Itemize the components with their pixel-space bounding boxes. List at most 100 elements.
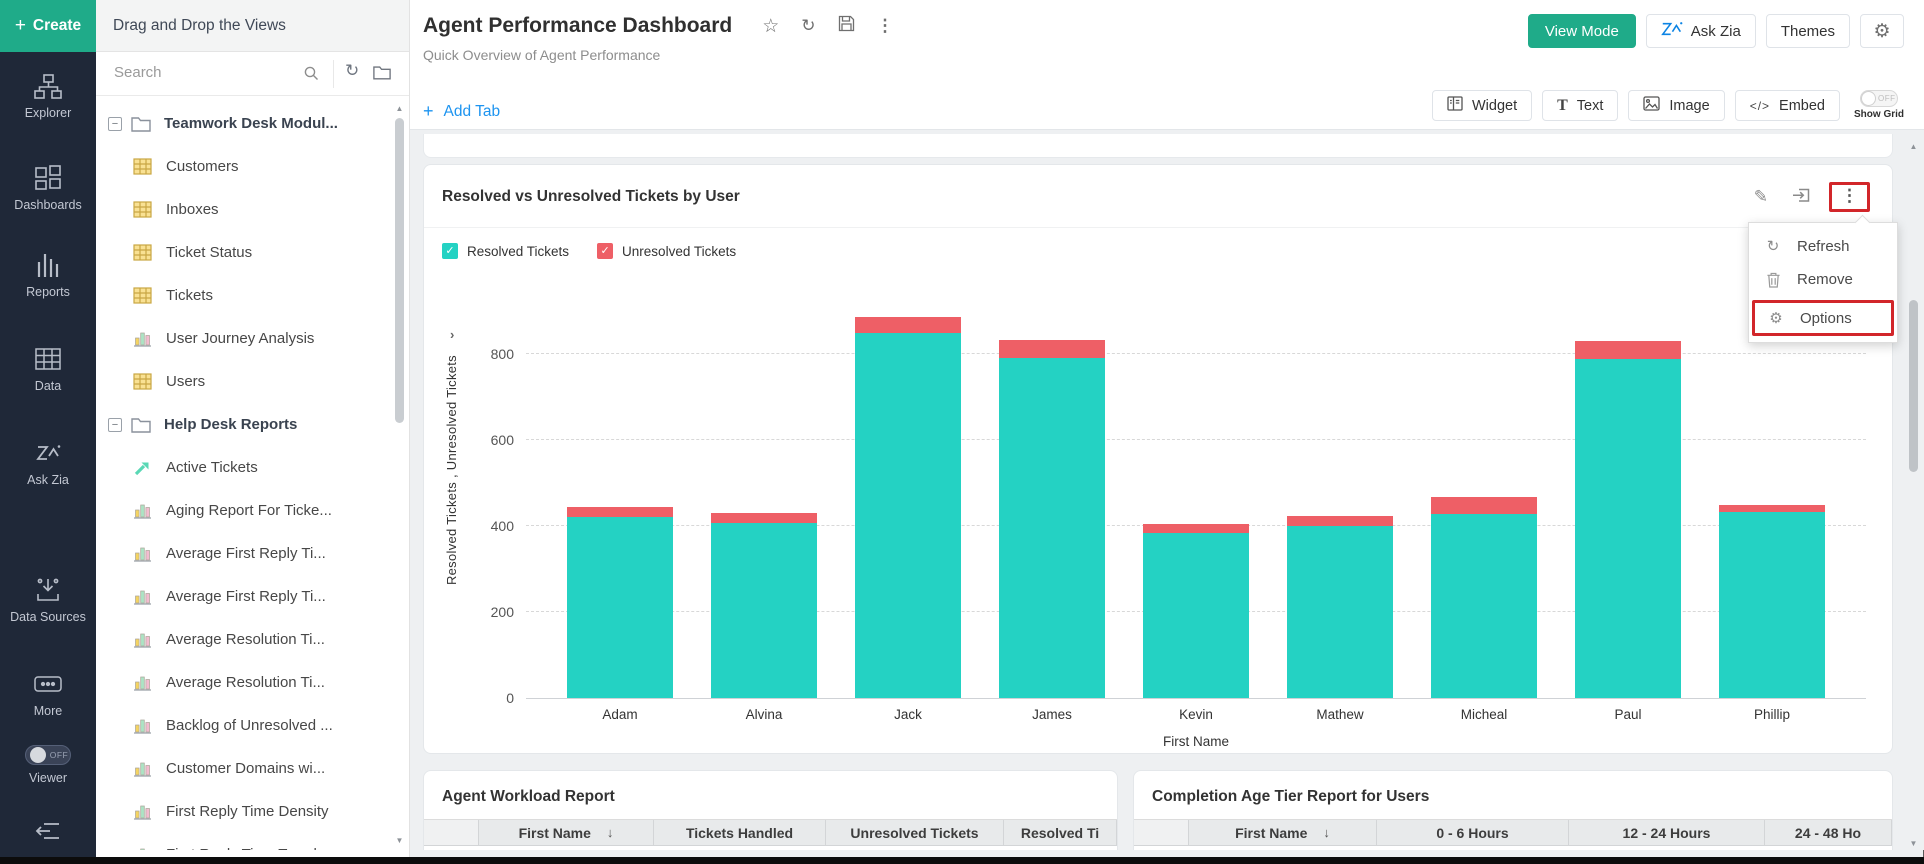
view-mode-button[interactable]: View Mode (1528, 14, 1636, 48)
search-input[interactable]: Search (114, 64, 162, 81)
tree-item-ticket-status[interactable]: Ticket Status (96, 231, 393, 274)
column-header-resolved-ti[interactable]: Resolved Ti (1004, 820, 1117, 845)
edit-pencil-icon[interactable]: ✎ (1754, 187, 1768, 207)
views-tree-scrollbar[interactable]: ▲ ▼ (393, 104, 406, 845)
resolved-segment[interactable] (999, 358, 1106, 698)
column-header-24-48-ho[interactable]: 24 - 48 Ho (1765, 820, 1892, 845)
resolved-segment[interactable] (1719, 512, 1826, 698)
unresolved-segment[interactable] (855, 317, 962, 333)
legend-item-resolved-tickets[interactable]: ✓Resolved Tickets (442, 243, 569, 259)
bar-kevin[interactable] (1143, 524, 1250, 698)
sidebar-item-reports[interactable]: Reports (26, 251, 70, 301)
embed-button[interactable]: </> Embed (1735, 90, 1840, 121)
tree-item-average-resolution-ti[interactable]: Average Resolution Ti... (96, 661, 393, 704)
tree-item-inboxes[interactable]: Inboxes (96, 188, 393, 231)
resolved-segment[interactable] (1287, 526, 1394, 698)
tree-item-tickets[interactable]: Tickets (96, 274, 393, 317)
bar-phillip[interactable] (1719, 505, 1826, 698)
scroll-down-icon[interactable]: ▼ (393, 836, 406, 845)
scroll-up-icon[interactable]: ▲ (393, 104, 406, 113)
image-button[interactable]: Image (1628, 90, 1724, 121)
folder-icon[interactable] (373, 65, 391, 85)
themes-button[interactable]: Themes (1766, 14, 1850, 48)
bar-james[interactable] (999, 340, 1106, 698)
export-widget-icon[interactable] (1792, 186, 1811, 209)
create-button[interactable]: + Create (0, 0, 96, 52)
tree-item-active-tickets[interactable]: Active Tickets (96, 446, 393, 489)
bar-adam[interactable] (567, 507, 674, 698)
scroll-down-icon[interactable]: ▼ (1907, 839, 1920, 848)
column-header-tickets-handled[interactable]: Tickets Handled (654, 820, 826, 845)
collapse-expander-icon[interactable]: − (108, 117, 122, 131)
tree-item-users[interactable]: Users (96, 360, 393, 403)
text-button[interactable]: T Text (1542, 90, 1618, 121)
show-grid-toggle[interactable]: OFF Show Grid (1854, 90, 1904, 120)
collapse-expander-icon[interactable]: − (108, 418, 122, 432)
tree-folder-help-desk-reports[interactable]: −Help Desk Reports (96, 403, 393, 446)
tree-item-customers[interactable]: Customers (96, 145, 393, 188)
column-header-0-6-hours[interactable]: 0 - 6 Hours (1377, 820, 1569, 845)
add-tab-button[interactable]: + Add Tab (423, 101, 500, 122)
widget-kebab-icon[interactable]: ⋮ (1841, 186, 1858, 205)
column-header-unresolved-tickets[interactable]: Unresolved Tickets (826, 820, 1004, 845)
menu-item-options[interactable]: ⚙Options (1752, 300, 1894, 336)
resolved-segment[interactable] (567, 517, 674, 698)
scroll-up-icon[interactable]: ▲ (1907, 142, 1920, 151)
tree-item-average-resolution-ti[interactable]: Average Resolution Ti... (96, 618, 393, 661)
legend-checkbox-icon[interactable]: ✓ (597, 243, 613, 259)
unresolved-segment[interactable] (1719, 505, 1826, 512)
bar-jack[interactable] (855, 317, 962, 698)
column-header-12-24-hours[interactable]: 12 - 24 Hours (1569, 820, 1765, 845)
widget-button[interactable]: Widget (1432, 90, 1532, 121)
sort-descending-icon[interactable]: ↓ (607, 825, 614, 840)
tree-folder-teamwork-desk-modul[interactable]: −Teamwork Desk Modul... (96, 102, 393, 145)
resolved-segment[interactable] (1431, 514, 1538, 698)
tree-item-average-first-reply-ti[interactable]: Average First Reply Ti... (96, 532, 393, 575)
unresolved-segment[interactable] (567, 507, 674, 518)
bar-alvina[interactable] (711, 513, 818, 698)
unresolved-segment[interactable] (1287, 516, 1394, 526)
tree-item-first-reply-time-density[interactable]: First Reply Time Density (96, 790, 393, 833)
scrollbar-thumb[interactable] (1909, 300, 1918, 472)
sort-descending-icon[interactable]: ↓ (1323, 825, 1330, 840)
bar-micheal[interactable] (1431, 497, 1538, 698)
sidebar-item-data-sources[interactable]: Data Sources (10, 576, 86, 626)
menu-item-refresh[interactable]: ↻Refresh (1749, 229, 1897, 263)
unresolved-segment[interactable] (1575, 341, 1682, 359)
unresolved-segment[interactable] (1143, 524, 1250, 533)
sidebar-item-explorer[interactable]: Explorer (25, 72, 72, 122)
settings-gear-button[interactable]: ⚙ (1860, 14, 1904, 48)
resolved-segment[interactable] (1143, 533, 1250, 698)
bar-mathew[interactable] (1287, 516, 1394, 698)
resolved-segment[interactable] (711, 523, 818, 698)
column-header-first-name[interactable]: First Name↓ (1189, 820, 1377, 845)
main-scrollbar[interactable]: ▲ ▼ (1906, 142, 1921, 848)
unresolved-segment[interactable] (711, 513, 818, 524)
refresh-icon[interactable]: ↻ (801, 16, 815, 36)
favorite-star-icon[interactable]: ☆ (762, 15, 779, 38)
unresolved-segment[interactable] (999, 340, 1106, 358)
save-icon[interactable] (838, 15, 855, 37)
tree-item-backlog-of-unresolved[interactable]: Backlog of Unresolved ... (96, 704, 393, 747)
bar-paul[interactable] (1575, 341, 1682, 698)
resolved-segment[interactable] (855, 333, 962, 698)
column-header-first-name[interactable]: First Name↓ (479, 820, 654, 845)
resolved-segment[interactable] (1575, 359, 1682, 698)
row-stub-column[interactable] (424, 820, 479, 845)
sidebar-collapse-button[interactable] (35, 817, 61, 845)
menu-item-remove[interactable]: Remove (1749, 263, 1897, 296)
refresh-views-icon[interactable]: ↻ (345, 61, 359, 81)
scrollbar-thumb[interactable] (395, 118, 404, 423)
sidebar-item-viewer[interactable]: OFFViewer (25, 745, 71, 787)
unresolved-segment[interactable] (1431, 497, 1538, 513)
sidebar-item-data[interactable]: Data (35, 345, 61, 395)
axis-collapse-chevron-icon[interactable]: › (450, 327, 454, 342)
sidebar-item-ask-zia[interactable]: Ask Zia (27, 439, 69, 489)
kebab-menu-icon[interactable]: ⋮ (877, 16, 894, 36)
tree-item-first-reply-time-trend[interactable]: First Reply Time Trend (96, 833, 393, 850)
tree-item-aging-report-for-ticke[interactable]: Aging Report For Ticke... (96, 489, 393, 532)
tree-item-user-journey-analysis[interactable]: User Journey Analysis (96, 317, 393, 360)
ask-zia-button[interactable]: Ask Zia (1646, 14, 1756, 48)
tree-item-average-first-reply-ti[interactable]: Average First Reply Ti... (96, 575, 393, 618)
row-stub-column[interactable] (1134, 820, 1189, 845)
